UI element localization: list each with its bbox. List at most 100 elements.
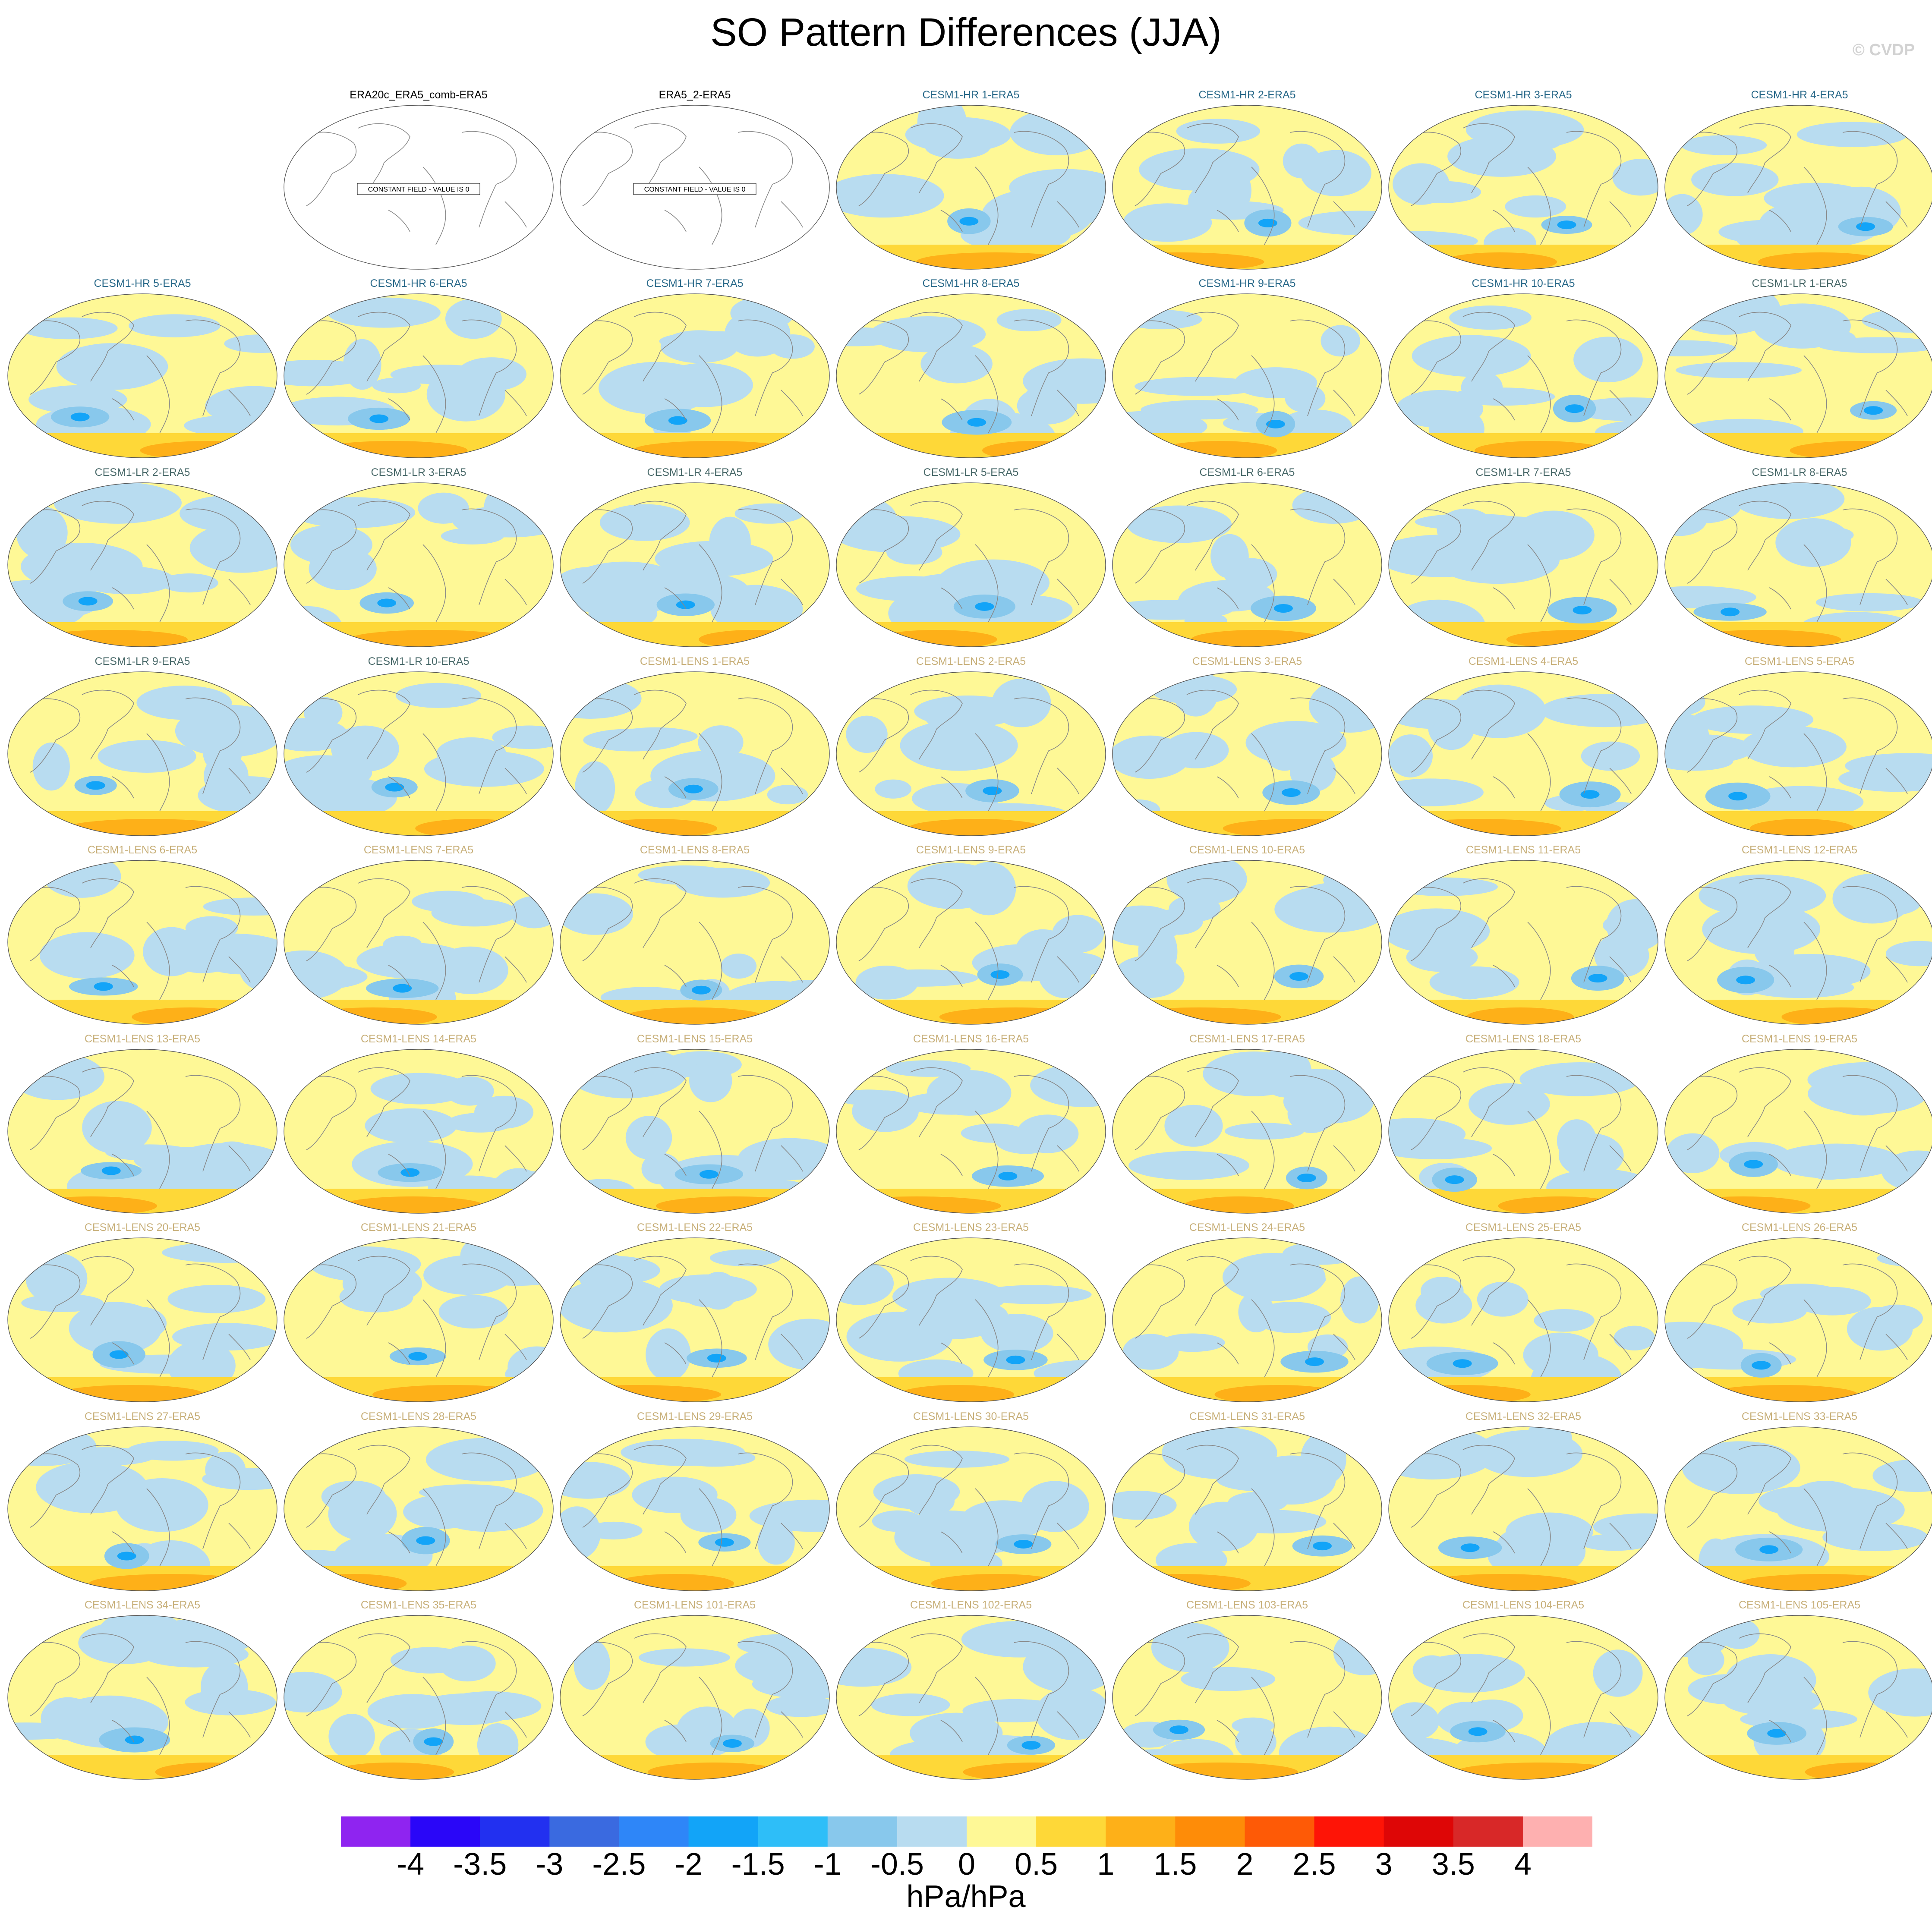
map-panel: CESM1-LENS 8-ERA5 [557,844,833,1029]
panel-title: CESM1-LENS 14-ERA5 [360,1033,477,1045]
map-panel: CESM1-LENS 101-ERA5 [557,1599,833,1784]
map-panel: CESM1-LENS 7-ERA5 [281,844,557,1029]
map-panel: ERA20c_ERA5_comb-ERA5 CONSTANT FIELD - VA… [281,88,557,274]
map-panel: CESM1-LR 3-ERA5 [281,466,557,652]
colorbar-tick-label: 2.5 [1292,1847,1336,1882]
colorbar-tick-label: -2 [674,1847,703,1882]
map-panel: CESM1-LENS 11-ERA5 [1385,844,1661,1029]
map-globe [836,1049,1106,1214]
map-globe: CONSTANT FIELD - VALUE IS 0 [284,105,554,270]
colorbar-tick-label: -1 [813,1847,842,1882]
map-panel: CESM1-LENS 19-ERA5 [1661,1032,1932,1218]
panel-title: CESM1-LENS 102-ERA5 [910,1599,1032,1611]
map-panel: CESM1-HR 6-ERA5 [281,277,557,463]
map-panel: CESM1-LENS 1-ERA5 [557,655,833,840]
figure-title: SO Pattern Differences (JJA) [710,10,1222,54]
panel-title: CESM1-LENS 10-ERA5 [1189,844,1305,856]
panel-title: CESM1-LENS 27-ERA5 [84,1410,201,1423]
panel-title: CESM1-HR 6-ERA5 [370,277,467,290]
panel-title: CESM1-HR 8-ERA5 [922,277,1020,290]
panel-title: CESM1-LR 2-ERA5 [95,466,190,478]
map-globe [836,1237,1106,1402]
map-globe [7,860,277,1025]
map-globe [1388,1049,1658,1214]
map-panel: CESM1-HR 1-ERA5 [833,88,1109,274]
map-globe [560,671,830,836]
map-globe [836,860,1106,1025]
map-panel: CESM1-LENS 23-ERA5 [833,1221,1109,1407]
map-panel: CESM1-LR 5-ERA5 [833,466,1109,652]
panel-title: CESM1-LENS 30-ERA5 [913,1410,1029,1423]
panel-title: CESM1-LENS 104-ERA5 [1462,1599,1585,1611]
colorbar-swatch [480,1816,550,1847]
map-panel: CESM1-LENS 15-ERA5 [557,1032,833,1218]
map-globe [284,1615,554,1780]
colorbar-tick-label: 3 [1375,1847,1393,1882]
panel-title: CESM1-LENS 2-ERA5 [916,655,1026,667]
colorbar-tick-label: 2 [1236,1847,1254,1882]
panel-title: CESM1-LENS 21-ERA5 [360,1221,477,1234]
colorbar-swatch [1036,1816,1106,1847]
colorbar-tick-label: 1 [1097,1847,1115,1882]
map-panel: CESM1-LENS 9-ERA5 [833,844,1109,1029]
map-panel: CESM1-LENS 21-ERA5 [281,1221,557,1407]
map-globe [1664,860,1932,1025]
map-globe [836,671,1106,836]
map-panel: CESM1-LENS 104-ERA5 [1385,1599,1661,1784]
colorbar-swatch [1106,1816,1176,1847]
panel-title: CESM1-LR 7-ERA5 [1475,466,1571,478]
colorbar-swatch [1522,1816,1592,1847]
panel-title: CESM1-HR 4-ERA5 [1751,89,1848,101]
map-panel: CESM1-LENS 26-ERA5 [1661,1221,1932,1407]
map-globe [284,1426,554,1591]
map-globe [560,860,830,1025]
map-panel: CESM1-LENS 3-ERA5 [1109,655,1385,840]
map-globe [284,293,554,458]
panel-title: CESM1-LENS 1-ERA5 [640,655,750,667]
panel-title: CESM1-LENS 5-ERA5 [1744,655,1855,667]
map-globe [1664,671,1932,836]
constant-field-note: CONSTANT FIELD - VALUE IS 0 [644,186,746,193]
colorbar-swatch [549,1816,619,1847]
panel-title: CESM1-LENS 13-ERA5 [84,1033,201,1045]
map-panel: CESM1-LR 6-ERA5 [1109,466,1385,652]
panel-title: CESM1-LENS 9-ERA5 [916,844,1026,856]
panel-title: CESM1-LENS 16-ERA5 [913,1033,1029,1045]
colorbar-tick-label: -3 [536,1847,564,1882]
map-globe [1664,1615,1932,1780]
map-globe [560,1049,830,1214]
map-panel: CESM1-LENS 18-ERA5 [1385,1032,1661,1218]
panel-title: CESM1-LR 4-ERA5 [647,466,743,478]
panel-title: CESM1-LENS 7-ERA5 [363,844,474,856]
map-panel: CESM1-HR 3-ERA5 [1385,88,1661,274]
map-globe [560,482,830,647]
map-globe [284,671,554,836]
map-panel: CESM1-LENS 103-ERA5 [1109,1599,1385,1784]
map-panel: CESM1-LENS 33-ERA5 [1661,1410,1932,1596]
colorbar-tick-label: 3.5 [1431,1847,1475,1882]
colorbar-tick-label: 4 [1514,1847,1532,1882]
map-globe [7,671,277,836]
panel-title: CESM1-HR 10-ERA5 [1472,277,1575,290]
panel-title: CESM1-LR 6-ERA5 [1199,466,1295,478]
map-globe [1112,671,1382,836]
map-globe [560,293,830,458]
map-panel: CESM1-LENS 28-ERA5 [281,1410,557,1596]
map-globe [7,1237,277,1402]
map-globe [7,1615,277,1780]
map-panel: CESM1-LENS 4-ERA5 [1385,655,1661,840]
map-globe [1112,293,1382,458]
map-panel: CESM1-LENS 102-ERA5 [833,1599,1109,1784]
colorbar-tick-label: -0.5 [870,1847,924,1882]
map-panel: ERA5_2-ERA5 CONSTANT FIELD - VALUE IS 0 [557,88,833,274]
colorbar-tick-label: 0.5 [1015,1847,1058,1882]
panel-title: CESM1-LENS 35-ERA5 [360,1599,477,1611]
panel-title: CESM1-LENS 101-ERA5 [633,1599,756,1611]
map-panel: CESM1-LENS 31-ERA5 [1109,1410,1385,1596]
panel-title: CESM1-LENS 22-ERA5 [637,1221,753,1234]
map-panel: CESM1-HR 8-ERA5 [833,277,1109,463]
map-globe [284,1049,554,1214]
panel-title: CESM1-LENS 8-ERA5 [640,844,750,856]
panel-title: CESM1-HR 1-ERA5 [922,89,1020,101]
panel-title: CESM1-LENS 23-ERA5 [913,1221,1029,1234]
